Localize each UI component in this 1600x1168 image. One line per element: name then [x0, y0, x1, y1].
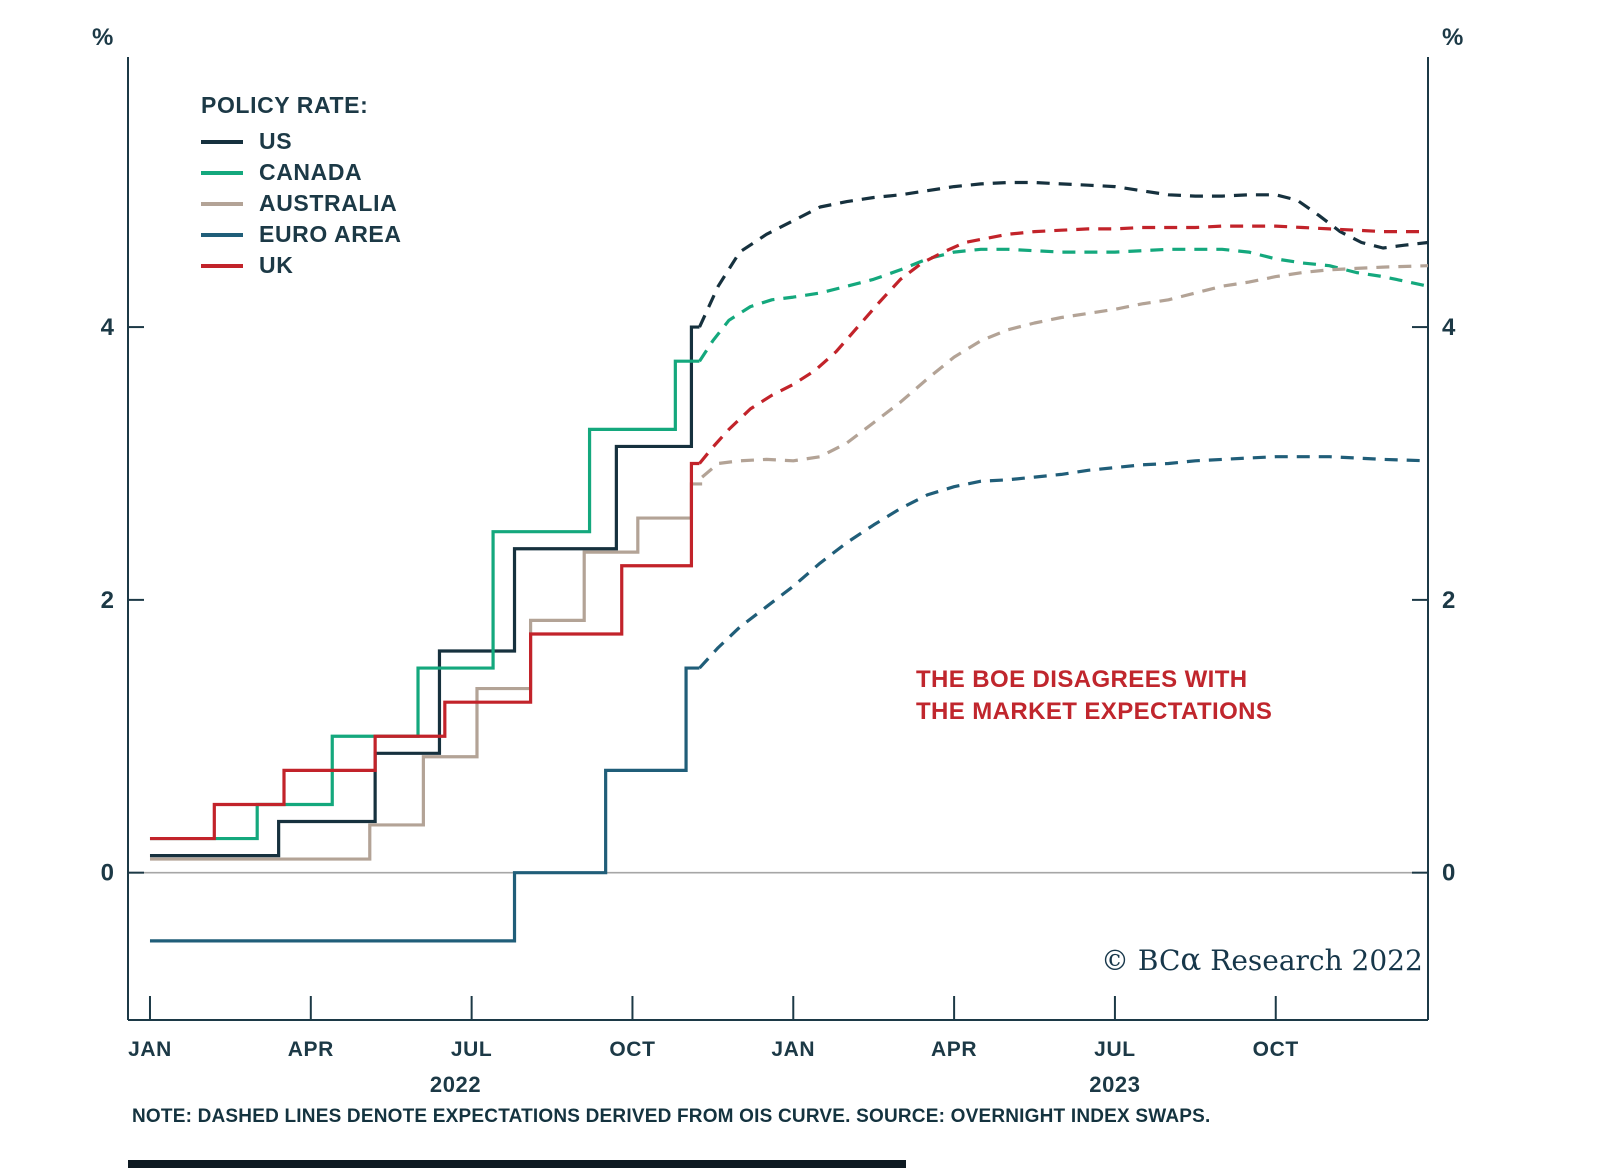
legend-swatch-euro-area	[201, 232, 243, 237]
legend-swatch-us	[201, 139, 243, 144]
copyright: © BCα Research 2022	[1101, 942, 1423, 978]
legend-label-us: US	[259, 128, 293, 154]
svg-text:2: 2	[1442, 587, 1455, 614]
legend: POLICY RATE: US CANADA AUSTRALIA EURO AR…	[201, 92, 402, 281]
svg-text:APR: APR	[288, 1038, 334, 1061]
legend-title: POLICY RATE:	[201, 92, 369, 118]
boe-annotation-line1: THE BOE DISAGREES WITH	[916, 666, 1248, 693]
legend-label-uk: UK	[259, 252, 294, 278]
svg-text:APR: APR	[931, 1038, 977, 1061]
svg-text:4: 4	[1442, 314, 1456, 341]
bottom-crop-bar	[128, 1160, 906, 1168]
svg-text:2023: 2023	[1089, 1072, 1140, 1097]
svg-text:%: %	[1442, 24, 1464, 51]
svg-text:JUL: JUL	[451, 1038, 492, 1061]
svg-text:0: 0	[1442, 860, 1455, 887]
svg-text:4: 4	[101, 314, 115, 341]
legend-label-euro-area: EURO AREA	[259, 221, 402, 247]
svg-text:JUL: JUL	[1094, 1038, 1135, 1061]
svg-text:OCT: OCT	[1253, 1038, 1299, 1061]
svg-text:JAN: JAN	[771, 1038, 815, 1061]
legend-swatch-uk	[201, 263, 243, 268]
copyright-prefix: © BC	[1101, 944, 1181, 977]
boe-annotation: THE BOE DISAGREES WITH THE MARKET EXPECT…	[916, 664, 1272, 728]
svg-text:OCT: OCT	[609, 1038, 655, 1061]
boe-annotation-line2: THE MARKET EXPECTATIONS	[916, 698, 1273, 725]
legend-item-australia: AUSTRALIA	[201, 188, 402, 219]
legend-label-canada: CANADA	[259, 159, 363, 185]
legend-item-euro-area: EURO AREA	[201, 219, 402, 250]
legend-label-australia: AUSTRALIA	[259, 190, 398, 216]
footnote: NOTE: DASHED LINES DENOTE EXPECTATIONS D…	[132, 1106, 1211, 1127]
svg-text:2022: 2022	[430, 1072, 481, 1097]
svg-text:%: %	[92, 24, 114, 51]
legend-swatch-australia	[201, 201, 243, 206]
bca-alpha-glyph: α	[1180, 942, 1202, 978]
svg-text:0: 0	[101, 860, 114, 887]
legend-swatch-canada	[201, 170, 243, 175]
legend-item-us: US	[201, 126, 402, 157]
svg-text:JAN: JAN	[128, 1038, 172, 1061]
legend-item-uk: UK	[201, 250, 402, 281]
copyright-suffix: Research 2022	[1201, 944, 1423, 977]
legend-item-canada: CANADA	[201, 157, 402, 188]
svg-text:2: 2	[101, 587, 114, 614]
